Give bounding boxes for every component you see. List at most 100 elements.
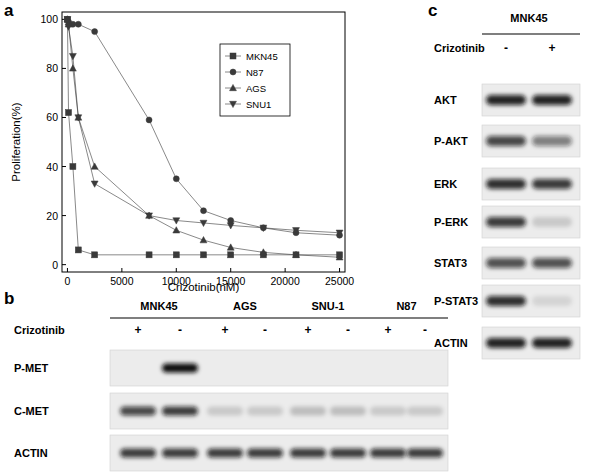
- band: [370, 449, 406, 458]
- x-tick: [67, 268, 68, 272]
- treatment-sign: +: [134, 323, 141, 337]
- band: [330, 449, 366, 458]
- y-tick: [62, 215, 66, 216]
- band: [330, 364, 366, 373]
- blot-strip: [482, 206, 580, 238]
- legend-marker: [230, 84, 237, 90]
- series-marker: [260, 225, 267, 231]
- row-label: P-STAT3: [434, 295, 478, 307]
- series-marker: [75, 115, 82, 121]
- band: [120, 407, 156, 416]
- x-tick: [339, 268, 340, 272]
- series-marker: [228, 252, 234, 258]
- series-line: [67, 19, 339, 235]
- band: [407, 364, 443, 373]
- series-marker: [201, 208, 207, 214]
- row-label: P-ERK: [434, 216, 468, 228]
- series-marker: [64, 16, 70, 22]
- treatment-sign: +: [221, 323, 228, 337]
- series-marker: [66, 110, 72, 116]
- band: [532, 217, 572, 227]
- x-tick: [230, 268, 231, 272]
- panel-label: c: [428, 1, 437, 20]
- group-label: N87: [396, 300, 416, 312]
- band: [532, 179, 572, 189]
- band: [162, 407, 198, 416]
- x-tick-label: 5000: [110, 275, 134, 287]
- treatment-sign: -: [423, 323, 427, 337]
- y-tick-label: 80: [46, 62, 58, 74]
- header-rule: [482, 33, 580, 34]
- y-tick-label: 40: [46, 161, 58, 173]
- series-marker: [91, 181, 98, 187]
- panel-label: a: [4, 1, 14, 20]
- band: [120, 449, 156, 458]
- series-marker: [75, 114, 82, 120]
- row-label: AKT: [434, 94, 457, 106]
- band: [207, 407, 243, 416]
- band: [486, 179, 526, 189]
- series-marker: [173, 252, 179, 258]
- treatment-sign: +: [384, 323, 391, 337]
- band: [247, 449, 283, 458]
- legend-marker: [230, 101, 237, 107]
- blot-strip: [110, 350, 448, 386]
- blot-strip: [482, 285, 580, 317]
- series-line: [67, 19, 339, 257]
- series-marker: [146, 212, 153, 218]
- treatment-sign: -: [504, 41, 508, 55]
- treatment-sign: -: [263, 323, 267, 337]
- series-marker: [173, 218, 180, 224]
- series-marker: [64, 17, 71, 23]
- legend-box: [220, 44, 290, 116]
- row-label: P-AKT: [434, 135, 468, 147]
- series-marker: [293, 228, 300, 234]
- blot-strip: [482, 247, 580, 279]
- legend-label: N87: [246, 67, 263, 78]
- series-marker: [200, 220, 207, 226]
- series-marker: [70, 164, 76, 170]
- blot-panel: cMNK45Crizotinib-+AKTP-AKTERKP-ERKSTAT3P…: [428, 1, 580, 359]
- series-marker: [64, 16, 70, 22]
- band: [162, 449, 198, 458]
- series-marker: [227, 223, 234, 229]
- series-line: [67, 19, 339, 254]
- group-label: MNK45: [510, 12, 547, 24]
- legend-marker: [230, 53, 236, 59]
- band: [532, 258, 572, 268]
- treatment-label: Crizotinib: [14, 324, 65, 336]
- band: [532, 338, 572, 348]
- series-marker: [69, 65, 76, 71]
- x-tick-label: 0: [65, 275, 71, 287]
- y-tick: [62, 166, 66, 167]
- band: [162, 364, 198, 373]
- row-label: ERK: [434, 178, 457, 190]
- group-label: SNU-1: [311, 300, 344, 312]
- blot-strip: [482, 125, 580, 157]
- band: [486, 338, 526, 348]
- y-tick-label: 100: [40, 13, 58, 25]
- y-tick-label: 0: [52, 259, 58, 271]
- y-tick: [62, 68, 66, 69]
- y-axis-label: Proliferation(%): [10, 102, 22, 181]
- series-marker: [146, 117, 152, 123]
- band: [486, 136, 526, 146]
- x-tick: [176, 268, 177, 272]
- band: [290, 407, 326, 416]
- x-tick-label: 20000: [271, 275, 300, 287]
- band: [120, 364, 156, 373]
- row-label: P-MET: [14, 362, 49, 374]
- blot-strip: [482, 327, 580, 359]
- band: [532, 95, 572, 105]
- series-marker: [92, 29, 98, 35]
- series-marker: [75, 247, 81, 253]
- blot-strip: [482, 168, 580, 200]
- y-tick-label: 20: [46, 210, 58, 222]
- series-marker: [336, 254, 343, 260]
- series-marker: [69, 53, 76, 59]
- treatment-sign: +: [548, 41, 555, 55]
- band: [247, 364, 283, 373]
- series-marker: [146, 213, 153, 219]
- plot-area: [64, 16, 343, 260]
- legend-label: AGS: [246, 83, 266, 94]
